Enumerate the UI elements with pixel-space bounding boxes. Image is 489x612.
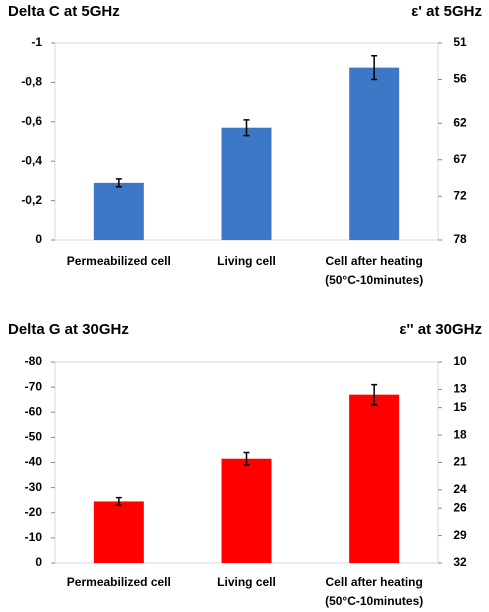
x-tick-label: Permeabilized cell xyxy=(67,575,171,589)
y-tick-label: -40 xyxy=(25,455,43,469)
y2-tick-label: 32 xyxy=(453,555,467,569)
bar xyxy=(93,182,144,240)
bar xyxy=(93,501,144,563)
y2-tick-label: 10 xyxy=(453,354,467,368)
y-tick-label: -80 xyxy=(25,354,43,368)
y-tick-label: -60 xyxy=(25,404,43,418)
y2-tick-label: 13 xyxy=(453,382,467,396)
chart-title: Delta G at 30GHz xyxy=(8,321,129,338)
error-bar xyxy=(115,178,122,188)
y-tick-label: -0,2 xyxy=(21,193,42,207)
y2-tick-label: 56 xyxy=(453,72,467,86)
bar xyxy=(221,127,272,240)
y2-tick-label: 26 xyxy=(453,500,467,514)
error-bar xyxy=(371,55,378,81)
y-tick-label: -0,4 xyxy=(21,153,42,167)
y-tick-label: -20 xyxy=(25,505,43,519)
y2-tick-label: 15 xyxy=(453,400,467,414)
error-bar xyxy=(243,119,250,137)
y2-tick-label: 78 xyxy=(453,232,467,246)
y-tick-label: -0,6 xyxy=(21,114,42,128)
y2-tick-label: 72 xyxy=(453,188,467,202)
x-tick-label: (50°C-10minutes) xyxy=(325,594,423,608)
y2-tick-label: 29 xyxy=(453,528,467,542)
y2-tick-label: 21 xyxy=(453,455,467,469)
y-tick-label: -0,8 xyxy=(21,75,42,89)
x-tick-label: (50°C-10minutes) xyxy=(325,273,423,287)
bar xyxy=(349,394,400,563)
x-tick-label: Living cell xyxy=(217,254,276,268)
y2-tick-label: 67 xyxy=(453,152,467,166)
x-tick-label: Cell after heating xyxy=(325,575,422,589)
error-bar xyxy=(115,496,122,506)
y2-title: ε'' at 30GHz xyxy=(399,321,482,338)
y-tick-label: -1 xyxy=(31,35,42,49)
x-tick-label: Living cell xyxy=(217,575,276,589)
x-tick-label: Permeabilized cell xyxy=(67,254,171,268)
bar xyxy=(221,458,272,563)
y-tick-label: -30 xyxy=(25,480,43,494)
y-tick-label: -70 xyxy=(25,379,43,393)
y2-title: ε' at 5GHz xyxy=(411,3,482,20)
y2-tick-label: 18 xyxy=(453,427,467,441)
x-tick-label: Cell after heating xyxy=(325,254,422,268)
y2-tick-label: 51 xyxy=(453,35,467,49)
y2-tick-label: 24 xyxy=(453,482,467,496)
y-tick-label: 0 xyxy=(35,555,42,569)
chart-title: Delta C at 5GHz xyxy=(8,3,120,20)
y-tick-label: -50 xyxy=(25,430,43,444)
y-tick-label: 0 xyxy=(35,232,42,246)
y-tick-label: -10 xyxy=(25,530,43,544)
bar xyxy=(349,67,400,240)
error-bar xyxy=(243,451,250,466)
y2-tick-label: 62 xyxy=(453,115,467,129)
error-bar xyxy=(371,383,378,406)
